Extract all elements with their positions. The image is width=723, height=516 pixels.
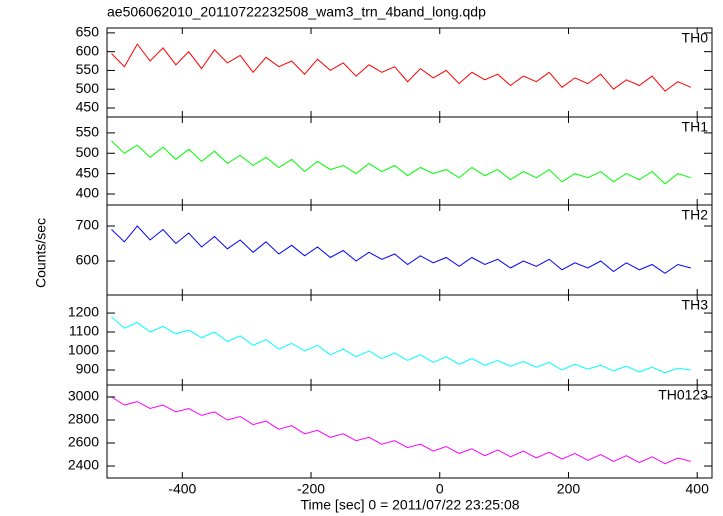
y-tick-label: 550 [76, 124, 100, 140]
panel-frame [106, 116, 713, 206]
panel-frame [106, 204, 713, 296]
data-line [111, 396, 691, 465]
x-tick-label: -200 [297, 481, 325, 497]
y-tick-label: 500 [76, 80, 100, 96]
y-tick-label: 450 [76, 99, 100, 115]
panel-label: TH0123 [658, 387, 708, 403]
data-line [111, 316, 691, 374]
y-tick-label: 2400 [68, 457, 99, 473]
panel-label: TH1 [682, 119, 709, 135]
x-tick-label: -400 [168, 481, 196, 497]
panel-frame [106, 384, 713, 479]
y-tick-label: 2800 [68, 411, 99, 427]
y-tick-label: 1000 [68, 342, 99, 358]
y-tick-label: 2600 [68, 434, 99, 450]
x-tick-label: 400 [686, 481, 710, 497]
y-tick-label: 650 [76, 24, 100, 40]
x-tick-label: 200 [557, 481, 581, 497]
x-tick-label: 0 [436, 481, 444, 497]
y-tick-label: 900 [76, 361, 100, 377]
y-tick-label: 3000 [68, 388, 99, 404]
y-tick-label: 400 [76, 185, 100, 201]
data-line [111, 225, 691, 274]
data-line [111, 43, 691, 92]
panel-frame [106, 27, 713, 118]
y-tick-label: 1200 [68, 304, 99, 320]
y-tick-label: 550 [76, 61, 100, 77]
chart-title: ae506062010_20110722232508_wam3_trn_4ban… [107, 4, 486, 20]
y-tick-label: 600 [76, 42, 100, 58]
y-tick-label: 700 [76, 217, 100, 233]
data-line [111, 140, 691, 185]
y-tick-label: 500 [76, 144, 100, 160]
x-axis-label: Time [sec] 0 = 2011/07/22 23:25:08 [300, 497, 519, 513]
panel-label: TH0 [682, 30, 709, 46]
y-axis-label: Counts/sec [33, 218, 49, 288]
panel-frame [106, 294, 713, 386]
panel-label: TH3 [682, 297, 709, 313]
y-tick-label: 600 [76, 252, 100, 268]
y-tick-label: 1100 [69, 323, 99, 339]
panel-label: TH2 [682, 207, 709, 223]
y-tick-label: 450 [76, 164, 100, 180]
